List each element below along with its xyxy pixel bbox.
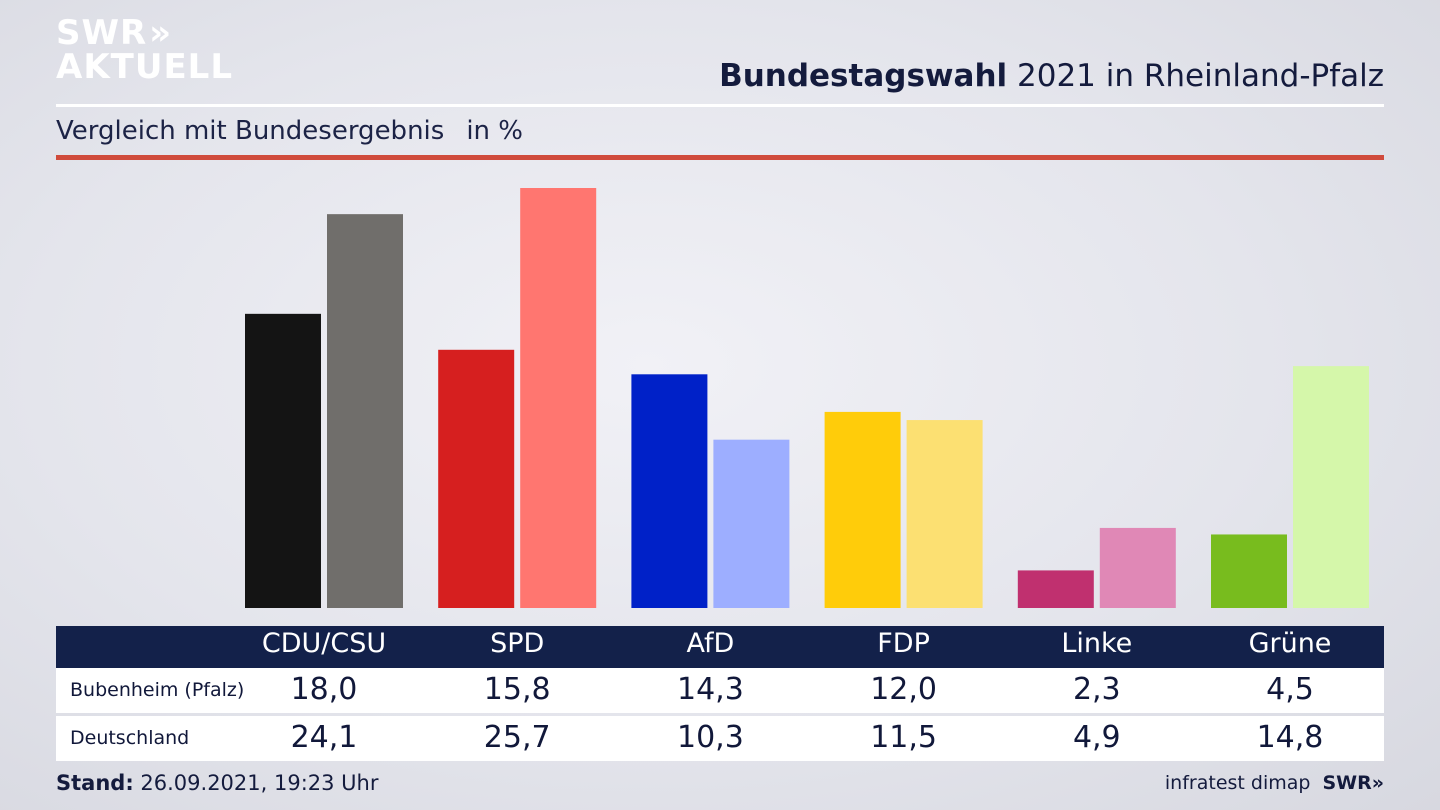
value-spd-deutschland: 25,7 xyxy=(483,720,551,755)
swr-aktuell-logo: SWR» AKTUELL xyxy=(56,16,233,84)
category-label-cdu-csu: CDU/CSU xyxy=(261,628,387,659)
category-label-linke: Linke xyxy=(1061,628,1133,659)
logo-swr-text: SWR xyxy=(56,13,148,53)
bar-linke-bubenheim-pfalz xyxy=(1017,570,1094,608)
bar-gr-ne-bubenheim-pfalz xyxy=(1211,534,1287,608)
chart-subtitle: Vergleich mit Bundesergebnis in % xyxy=(56,116,523,146)
value-afd-deutschland: 10,3 xyxy=(676,720,744,755)
table-row-deutschland: Deutschland 24,1 25,7 10,3 11,5 4,9 14,8 xyxy=(56,716,1384,761)
value-fdp-deutschland: 11,5 xyxy=(870,720,937,755)
subtitle-divider xyxy=(56,155,1384,160)
source-credit: infratest dimap SWR» xyxy=(1165,772,1384,794)
category-label-afd: AfD xyxy=(686,628,735,659)
value-linke-bubenheim-pfalz: 2,3 xyxy=(1072,672,1121,707)
row-label-deutschland: Deutschland xyxy=(70,727,190,749)
value-linke-deutschland: 4,9 xyxy=(1072,720,1121,755)
value-gr-ne-deutschland: 14,8 xyxy=(1256,720,1324,755)
value-fdp-bubenheim-pfalz: 12,0 xyxy=(870,672,937,707)
value-cdu-csu-bubenheim-pfalz: 18,0 xyxy=(290,672,358,707)
swr-brand-logo: SWR» xyxy=(1322,772,1384,794)
bar-fdp-bubenheim-pfalz xyxy=(824,411,901,608)
stand-value: 26.09.2021, 19:23 Uhr xyxy=(133,771,379,795)
category-label-gr-ne: Grüne xyxy=(1248,628,1332,659)
value-gr-ne-bubenheim-pfalz: 4,5 xyxy=(1266,672,1314,707)
logo-aktuell-text: AKTUELL xyxy=(56,47,234,87)
timestamp: Stand: 26.09.2021, 19:23 Uhr xyxy=(56,771,379,795)
bar-linke-deutschland xyxy=(1099,527,1176,608)
row-label-bubenheim: Bubenheim (Pfalz) xyxy=(70,679,245,701)
category-header-row: CDU/CSU SPD AfD FDP Linke Grüne xyxy=(56,626,1384,668)
value-spd-bubenheim-pfalz: 15,8 xyxy=(483,672,551,707)
table-row-bubenheim: Bubenheim (Pfalz) 18,0 15,8 14,3 12,0 2,3 4,5 xyxy=(56,668,1384,713)
source-label: infratest dimap xyxy=(1164,772,1311,794)
bar-afd-deutschland xyxy=(713,439,790,608)
value-cdu-csu-deutschland: 24,1 xyxy=(290,720,358,755)
chart-title-bold: Bundestagswahl xyxy=(719,58,1008,94)
title-divider xyxy=(56,104,1384,107)
bar-spd-deutschland xyxy=(520,188,597,608)
bar-gr-ne-deutschland xyxy=(1293,366,1369,608)
unit-label: in % xyxy=(466,116,523,146)
value-afd-bubenheim-pfalz: 14,3 xyxy=(676,672,744,707)
category-label-spd: SPD xyxy=(490,628,545,659)
chart-title-rest: 2021 in Rheinland-Pfalz xyxy=(1007,58,1384,94)
bar-cdu-csu-bubenheim-pfalz xyxy=(245,313,321,608)
bar-spd-bubenheim-pfalz xyxy=(438,349,515,608)
bar-fdp-deutschland xyxy=(906,420,983,608)
bar-cdu-csu-deutschland xyxy=(327,214,403,608)
subtitle-text: Vergleich mit Bundesergebnis xyxy=(56,116,445,146)
bar-afd-bubenheim-pfalz xyxy=(631,374,708,608)
chart-title: Bundestagswahl 2021 in Rheinland-Pfalz xyxy=(719,58,1384,94)
category-label-fdp: FDP xyxy=(877,628,930,659)
stand-label: Stand: xyxy=(56,771,134,795)
